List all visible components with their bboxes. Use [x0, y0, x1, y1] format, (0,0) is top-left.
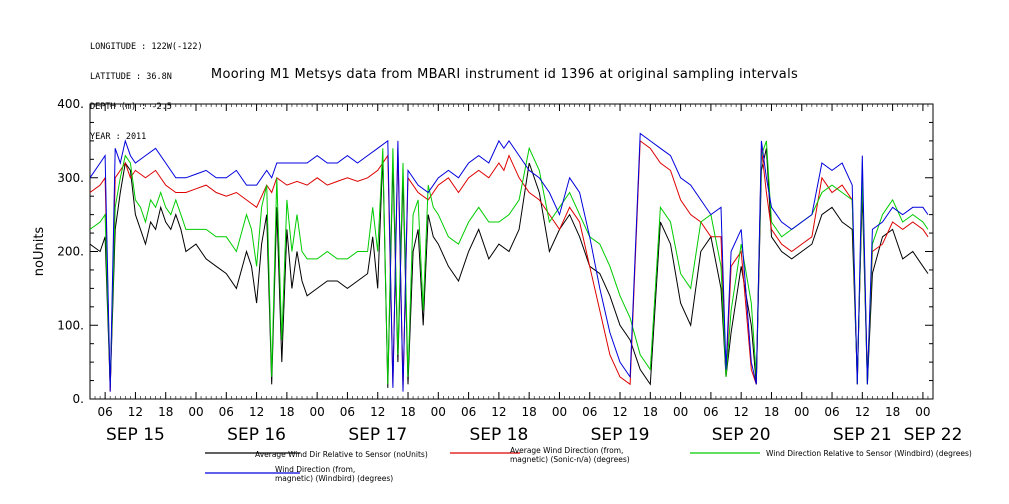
x-tick-label: 18	[643, 405, 658, 419]
plot-frame	[89, 103, 934, 400]
series-line-2	[90, 139, 929, 392]
x-tick-label: 12	[734, 405, 749, 419]
y-tick-label: 200.	[57, 245, 84, 259]
meta-year: YEAR : 2011	[90, 132, 147, 142]
x-tick-label: 00	[188, 405, 203, 419]
x-day-label: SEP 15	[106, 425, 165, 445]
series-line-1	[90, 148, 929, 388]
x-tick-label: 06	[582, 405, 597, 419]
x-day-label: SEP 21	[833, 425, 892, 445]
x-tick-label: 06	[824, 405, 839, 419]
x-tick-label: 12	[612, 405, 627, 419]
y-tick-label: 400.	[57, 97, 84, 111]
x-tick-label: 12	[370, 405, 385, 419]
meta-latitude: LATITUDE : 36.8N	[90, 72, 172, 82]
x-tick-label: 18	[885, 405, 900, 419]
y-tick-label: 100.	[57, 318, 84, 332]
metadata-block: LONGITUDE : 122W(-122) LATITUDE : 36.8N …	[90, 22, 203, 152]
x-tick-label: 18	[158, 405, 173, 419]
x-tick-label: 00	[794, 405, 809, 419]
chart-title: Mooring M1 Metsys data from MBARI instru…	[210, 67, 799, 82]
x-tick-label: 00	[552, 405, 567, 419]
x-tick-label: 00	[310, 405, 325, 419]
x-tick-label: 12	[855, 405, 870, 419]
x-tick-label: 06	[219, 405, 234, 419]
x-day-label: SEP 20	[712, 425, 771, 445]
x-tick-label: 06	[461, 405, 476, 419]
x-tick-label: 00	[673, 405, 688, 419]
x-tick-label: 00	[431, 405, 446, 419]
y-tick-label: 300.	[57, 171, 84, 185]
x-tick-label: 18	[400, 405, 415, 419]
x-tick-label: 12	[128, 405, 143, 419]
x-day-label: SEP 16	[227, 425, 286, 445]
meta-longitude: LONGITUDE : 122W(-122)	[90, 42, 203, 52]
x-tick-label: 18	[764, 405, 779, 419]
series-line-4	[90, 132, 929, 392]
x-tick-label: 18	[522, 405, 537, 419]
x-tick-label: 12	[491, 405, 506, 419]
x-day-label: SEP 17	[348, 425, 407, 445]
y-tick-label: 0.	[73, 392, 84, 406]
x-tick-label: 06	[340, 405, 355, 419]
y-axis-label: noUnits	[32, 227, 47, 277]
x-tick-label: 06	[98, 405, 113, 419]
x-tick-label: 12	[249, 405, 264, 419]
x-tick-label: 06	[703, 405, 718, 419]
x-tick-label: 00	[915, 405, 930, 419]
meta-depth: DEPTH (m) : -2.5	[90, 102, 172, 112]
x-day-label: SEP 22	[904, 425, 963, 445]
x-day-label: SEP 19	[591, 425, 650, 445]
x-tick-label: 18	[279, 405, 294, 419]
x-day-label: SEP 18	[469, 425, 528, 445]
